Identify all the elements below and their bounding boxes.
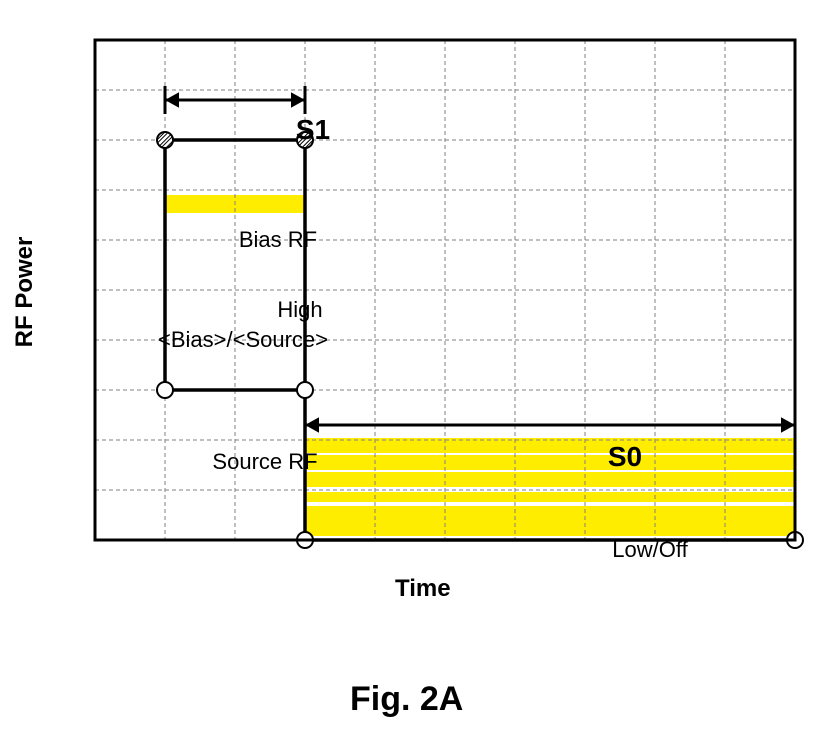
x-axis-label: Time (395, 575, 451, 603)
bias-source-ratio-label: <Bias>/<Source> (158, 327, 328, 353)
figure-caption: Fig. 2A (350, 680, 463, 719)
source-rf-label: Source RF (212, 449, 317, 475)
rf-power-time-chart (95, 40, 795, 540)
y-axis-label: RF Power (11, 192, 39, 392)
step-s1-label: S1 (296, 114, 330, 146)
step-s0-label: S0 (608, 441, 642, 473)
bias-rf-label: Bias RF (239, 227, 317, 253)
low-off-label: Low/Off (612, 537, 687, 563)
high-label: High (277, 297, 322, 323)
